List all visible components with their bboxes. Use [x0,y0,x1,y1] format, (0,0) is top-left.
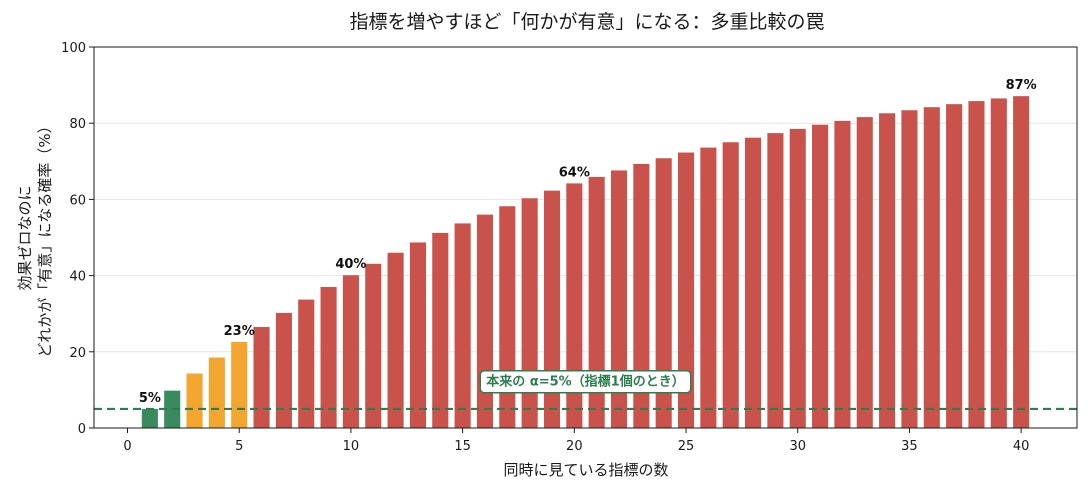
x-tick-label: 5 [235,439,243,454]
x-tick-label: 15 [454,439,471,454]
y-tick-label: 80 [69,117,86,132]
chart-title: 指標を増やすほど「何かが有意」になる：多重比較の罠 [349,11,824,33]
x-tick-label: 20 [566,439,583,454]
y-axis-ticks: 0 20 40 60 80 100 [61,41,94,437]
bar [454,223,471,428]
bar [588,176,605,428]
x-tick-label: 10 [343,439,360,454]
reference-label-box [479,369,692,394]
plot-frame [93,46,1078,429]
bar [499,206,516,428]
bar [476,214,494,428]
bar [655,158,672,428]
reference-line-label: 本来の α=5%（指標1個のとき） [486,374,684,390]
bar [521,198,538,428]
y-axis-label-line-1: 効果ゼロなのに [16,185,34,290]
bar [409,242,426,428]
x-tick-label: 0 [123,439,131,454]
x-axis-label: 同時に見ている指標の数 [503,461,668,479]
bar [968,101,985,429]
data-label: 23% [224,324,255,339]
bar [633,163,650,429]
y-tick-label: 20 [69,346,86,361]
data-label: 87% [1006,78,1037,93]
bar [901,110,918,428]
bar [946,104,963,429]
y-tick-label: 60 [69,193,86,208]
bars [141,96,1030,429]
y-axis-label-line-2: どれかが「有意」になる確率（%） [36,118,54,357]
data-label: 64% [559,165,590,180]
x-tick-label: 35 [901,439,918,454]
data-labels: 5% 23% 40% 64% 87% [139,78,1037,406]
bar [677,152,695,429]
bar [767,133,784,428]
bar [253,327,270,428]
y-axis-label-group: 効果ゼロなのに どれかが「有意」になる確率（%） [16,118,54,357]
bar [923,107,940,428]
data-label: 40% [335,257,366,272]
bar [387,252,404,428]
bar [856,117,873,428]
x-axis-ticks: 0 5 10 15 20 25 30 35 40 [123,428,1029,454]
bar [543,190,561,428]
bar [610,170,628,428]
x-tick-label: 30 [789,439,806,454]
bar [722,142,739,428]
bar [789,128,806,429]
bar [231,341,248,428]
bar [745,137,762,429]
bar [186,373,203,428]
bar [879,113,896,428]
bar [812,124,829,428]
y-tick-label: 100 [61,41,86,56]
bar [342,275,359,428]
bar [700,147,717,429]
bar [320,287,337,428]
bar [365,263,382,428]
bar [432,232,449,428]
y-tick-label: 40 [69,270,86,285]
bar [1013,96,1030,429]
x-tick-label: 40 [1013,439,1030,454]
bar [208,357,225,428]
bar [566,183,583,428]
bar [834,120,851,428]
bar [141,408,158,428]
bar [275,312,292,428]
data-label: 5% [139,391,161,406]
bar [990,98,1007,428]
reference-line-group: 本来の α=5%（指標1個のとき） [94,369,1077,411]
y-tick-label: 0 [78,422,86,437]
x-tick-label: 25 [678,439,695,454]
bar [298,299,315,428]
